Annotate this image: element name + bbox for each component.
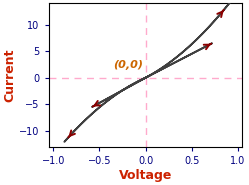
Text: (0,0): (0,0) bbox=[113, 60, 143, 70]
Y-axis label: Current: Current bbox=[3, 48, 16, 102]
X-axis label: Voltage: Voltage bbox=[119, 169, 172, 181]
